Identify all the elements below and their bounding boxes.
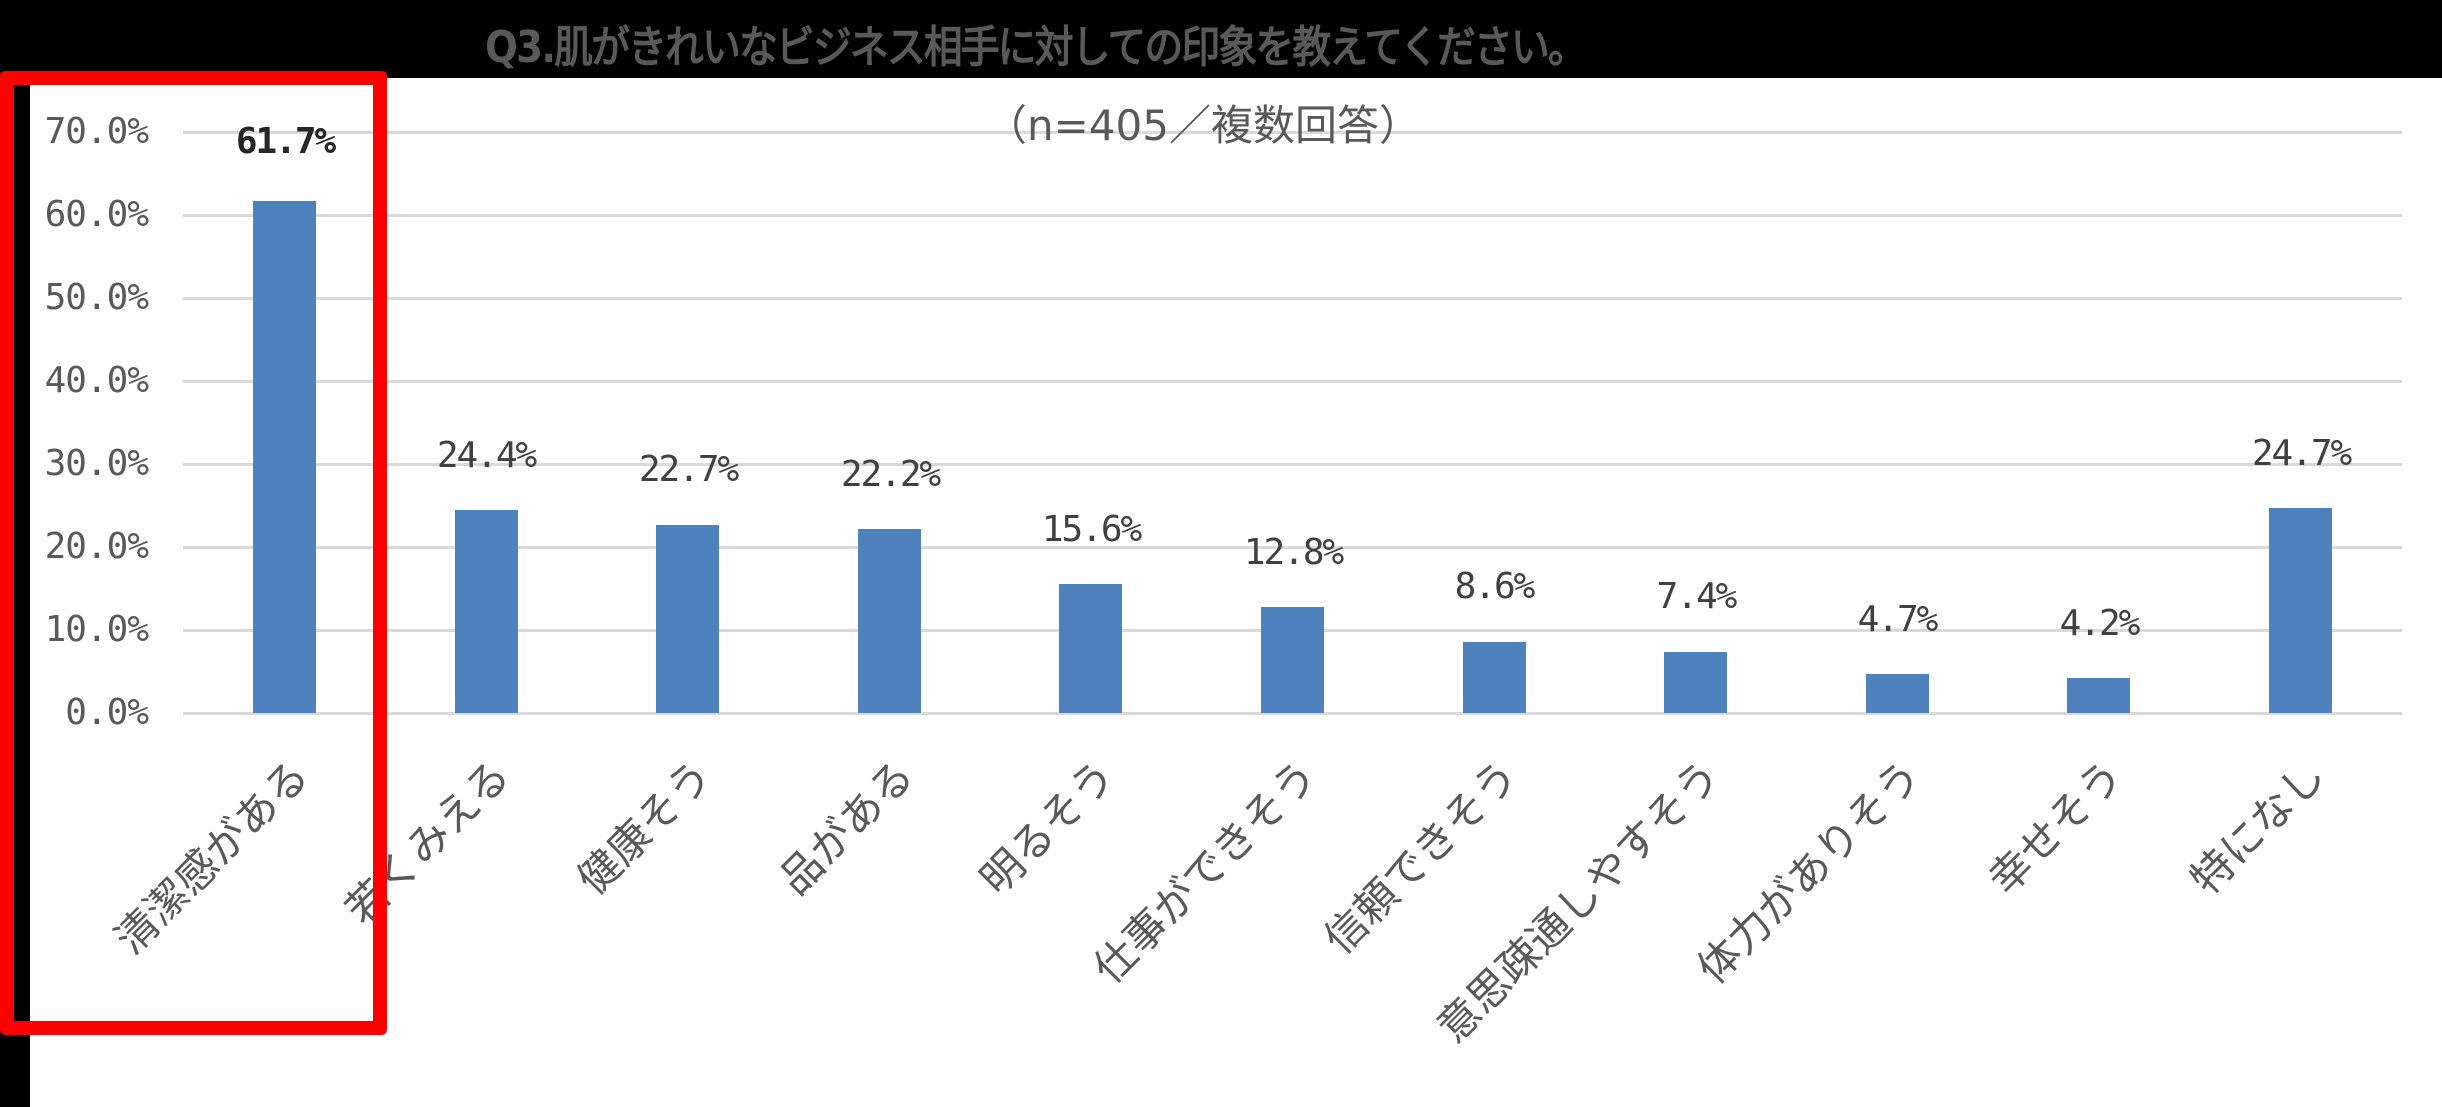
y-tick-label: 20.0% bbox=[44, 526, 149, 567]
value-label: 8.6% bbox=[1454, 566, 1536, 607]
bar-healthy bbox=[656, 525, 719, 713]
bar-cheerful bbox=[1059, 584, 1122, 713]
category-label: 明るそう bbox=[970, 750, 1125, 905]
y-tick-label: 60.0% bbox=[44, 194, 149, 235]
bar-trustworthy bbox=[1463, 642, 1526, 713]
y-tick-label: 0.0% bbox=[65, 692, 149, 733]
gridline-70 bbox=[183, 131, 2402, 134]
gridline-0-axis bbox=[183, 712, 2402, 715]
value-label: 7.4% bbox=[1656, 576, 1738, 617]
category-label: 信頼できそう bbox=[1314, 750, 1528, 964]
y-tick-label: 70.0% bbox=[44, 111, 149, 152]
y-tick-label: 40.0% bbox=[44, 360, 149, 401]
bar-elegant bbox=[858, 529, 921, 713]
bar-competent bbox=[1261, 607, 1324, 713]
bar-energetic bbox=[1866, 674, 1929, 713]
bar-happy bbox=[2067, 678, 2130, 713]
bar-cleanliness bbox=[253, 201, 316, 713]
bar-look-young bbox=[455, 510, 518, 713]
value-label: 4.7% bbox=[1857, 599, 1939, 640]
category-label: 幸せそう bbox=[1978, 750, 2133, 905]
category-label: 品がある bbox=[769, 750, 924, 905]
gridline-30 bbox=[183, 463, 2402, 466]
category-label: 健康そう bbox=[567, 750, 722, 905]
gridline-50 bbox=[183, 297, 2402, 300]
category-label: 清潔感がある bbox=[105, 750, 319, 964]
value-label: 15.6% bbox=[1041, 509, 1142, 550]
value-label: 61.7% bbox=[235, 121, 336, 162]
gridline-60 bbox=[183, 214, 2402, 217]
chart-title: Q3.肌がきれいなビジネス相手に対しての印象を教えてください。 bbox=[485, 22, 1587, 73]
gridline-20 bbox=[183, 546, 2402, 549]
value-label: 24.7% bbox=[2251, 433, 2352, 474]
bar-nothing-in-particular bbox=[2269, 508, 2332, 713]
value-label: 22.7% bbox=[638, 449, 739, 490]
value-label: 22.2% bbox=[840, 454, 941, 495]
gridline-40 bbox=[183, 380, 2402, 383]
y-tick-label: 10.0% bbox=[44, 609, 149, 650]
bar-easy-to-communicate bbox=[1664, 652, 1727, 713]
category-label: 若くみえる bbox=[335, 750, 520, 935]
chart-subtitle: （n=405／複数回答） bbox=[985, 101, 1421, 150]
value-label: 12.8% bbox=[1243, 532, 1344, 573]
value-label: 24.4% bbox=[436, 435, 537, 476]
y-tick-label: 50.0% bbox=[44, 277, 149, 318]
category-label: 特になし bbox=[2180, 750, 2335, 905]
value-label: 4.2% bbox=[2059, 603, 2141, 644]
y-tick-label: 30.0% bbox=[44, 443, 149, 484]
header-bar bbox=[0, 0, 2442, 78]
